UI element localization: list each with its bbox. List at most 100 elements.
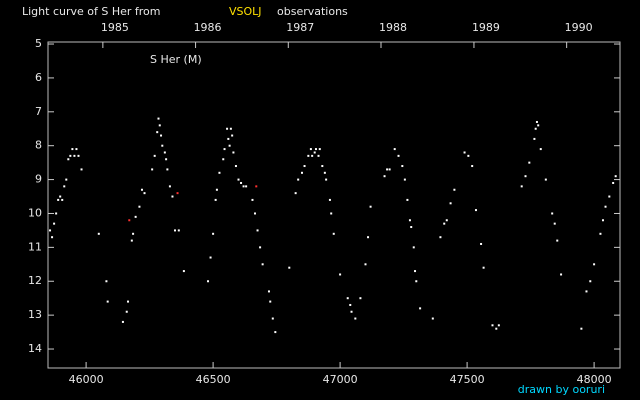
data-point bbox=[307, 154, 310, 157]
data-point bbox=[471, 165, 474, 168]
data-point bbox=[166, 168, 169, 171]
y-tick-label: 14 bbox=[28, 342, 42, 355]
data-point bbox=[474, 209, 477, 212]
data-point bbox=[359, 297, 362, 300]
x2-tick-label: 1988 bbox=[379, 21, 407, 34]
data-point bbox=[445, 219, 448, 222]
data-point bbox=[156, 131, 159, 134]
data-point bbox=[388, 168, 391, 171]
x2-tick-label: 1990 bbox=[565, 21, 593, 34]
data-point bbox=[534, 127, 537, 130]
data-point bbox=[53, 222, 56, 225]
data-point bbox=[497, 324, 500, 327]
plot-frame bbox=[47, 41, 621, 369]
data-point bbox=[599, 232, 602, 235]
data-point bbox=[614, 175, 617, 178]
data-point bbox=[158, 124, 161, 127]
data-point bbox=[261, 263, 264, 266]
data-point bbox=[228, 144, 231, 147]
data-point bbox=[125, 310, 128, 313]
data-point bbox=[449, 202, 452, 205]
data-point bbox=[229, 127, 232, 130]
chart-title-suffix: observations bbox=[277, 5, 348, 18]
data-point bbox=[612, 181, 615, 184]
y-tick-label: 8 bbox=[35, 139, 42, 152]
data-point bbox=[294, 192, 297, 195]
data-point bbox=[339, 273, 342, 276]
y-tick-label: 10 bbox=[28, 206, 42, 219]
data-point bbox=[314, 148, 317, 151]
data-point bbox=[232, 151, 235, 154]
data-point bbox=[240, 181, 243, 184]
data-point bbox=[369, 205, 372, 208]
data-point bbox=[177, 229, 180, 232]
x-tick-label: 46500 bbox=[196, 373, 231, 386]
data-point bbox=[182, 270, 185, 273]
data-point bbox=[528, 161, 531, 164]
data-point bbox=[350, 310, 353, 313]
y-tick-label: 13 bbox=[28, 308, 42, 321]
data-point bbox=[77, 154, 80, 157]
data-point bbox=[495, 327, 498, 330]
data-point bbox=[544, 178, 547, 181]
data-point bbox=[288, 266, 291, 269]
x-tick-label: 47500 bbox=[450, 373, 485, 386]
data-point bbox=[463, 151, 466, 154]
data-point bbox=[171, 195, 174, 198]
x-tick-label: 48000 bbox=[577, 373, 612, 386]
data-point bbox=[151, 168, 154, 171]
data-point bbox=[143, 192, 146, 195]
data-point bbox=[138, 205, 141, 208]
data-point bbox=[80, 168, 83, 171]
x2-tick-label: 1989 bbox=[472, 21, 500, 34]
data-point bbox=[589, 280, 592, 283]
data-point bbox=[271, 317, 274, 320]
data-point bbox=[234, 165, 237, 168]
data-point bbox=[61, 198, 64, 201]
data-point bbox=[51, 236, 54, 239]
x2-tick-label: 1987 bbox=[286, 21, 314, 34]
data-point bbox=[551, 212, 554, 215]
data-point bbox=[106, 300, 109, 303]
data-point bbox=[237, 178, 240, 181]
data-point bbox=[537, 124, 540, 127]
data-point bbox=[397, 154, 400, 157]
data-point bbox=[71, 148, 74, 151]
data-point bbox=[364, 263, 367, 266]
data-point bbox=[467, 154, 470, 157]
y-tick-label: 12 bbox=[28, 274, 42, 287]
data-point bbox=[207, 280, 210, 283]
data-point bbox=[157, 117, 160, 120]
data-point bbox=[535, 120, 538, 123]
data-point bbox=[367, 236, 370, 239]
data-point bbox=[173, 229, 176, 232]
data-point bbox=[65, 178, 68, 181]
data-point bbox=[222, 158, 225, 161]
data-point bbox=[330, 212, 333, 215]
data-point bbox=[73, 154, 76, 157]
data-point bbox=[215, 188, 218, 191]
data-point bbox=[153, 154, 156, 157]
data-point bbox=[406, 198, 409, 201]
data-point bbox=[140, 188, 143, 191]
data-point bbox=[55, 212, 58, 215]
data-point bbox=[349, 303, 352, 306]
data-point bbox=[161, 144, 164, 147]
data-point bbox=[560, 273, 563, 276]
data-point bbox=[408, 219, 411, 222]
data-point bbox=[410, 226, 413, 229]
data-point bbox=[412, 246, 415, 249]
data-point bbox=[121, 320, 124, 323]
data-point bbox=[105, 280, 108, 283]
data-point bbox=[245, 185, 248, 188]
data-source: VSOLJ bbox=[229, 5, 262, 18]
x2-tick-label: 1986 bbox=[194, 21, 222, 34]
data-point bbox=[218, 171, 221, 174]
y-tick-label: 9 bbox=[35, 173, 42, 186]
y-tick-label: 5 bbox=[35, 37, 42, 50]
data-point bbox=[383, 175, 386, 178]
data-point bbox=[321, 165, 324, 168]
x-tick-label: 47000 bbox=[323, 373, 358, 386]
data-point bbox=[300, 171, 303, 174]
